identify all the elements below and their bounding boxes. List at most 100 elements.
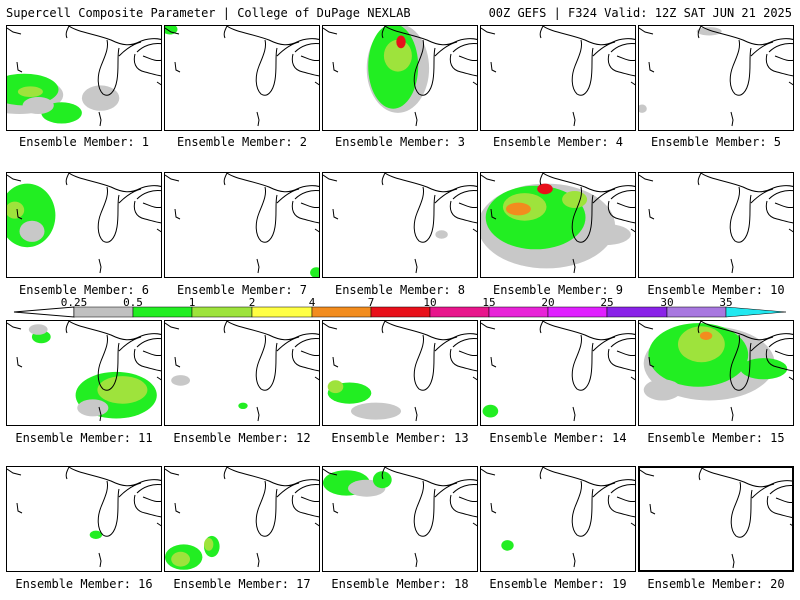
ensemble-member-label: Ensemble Member: 10 xyxy=(647,283,785,297)
great-lakes-outline xyxy=(481,26,635,96)
great-lakes-outline xyxy=(481,173,635,243)
colorbar-segment xyxy=(666,306,727,318)
great-lakes-outline xyxy=(639,321,793,391)
map-canvas xyxy=(481,26,635,127)
great-lakes-outline xyxy=(7,467,161,537)
colorbar-tick-label: 4 xyxy=(308,296,316,309)
map-canvas xyxy=(7,173,161,274)
scp-contour-low xyxy=(77,399,109,417)
colorbar-segment xyxy=(311,306,372,318)
colorbar-segment xyxy=(370,306,431,318)
colorbar-tick-label: 0.25 xyxy=(60,296,88,309)
ensemble-map-panel xyxy=(6,466,162,572)
great-lakes-outline xyxy=(481,321,635,391)
colorbar-tick-label: 25 xyxy=(600,296,614,309)
colorbar-tick-label: 1 xyxy=(188,296,196,309)
map-canvas xyxy=(7,26,161,127)
geographic-feature-outline xyxy=(16,502,102,568)
great-lakes-outline xyxy=(7,173,161,243)
scp-contour-high xyxy=(327,380,344,394)
ensemble-map-panel xyxy=(322,320,478,426)
scp-contour-mid xyxy=(501,540,514,551)
ensemble-member-label: Ensemble Member: 5 xyxy=(650,135,782,149)
geographic-feature-outline xyxy=(490,61,576,127)
ensemble-member-label: Ensemble Member: 14 xyxy=(489,431,627,445)
scp-contour-low xyxy=(435,230,448,239)
ensemble-member-label: Ensemble Member: 4 xyxy=(492,135,624,149)
ensemble-member-label: Ensemble Member: 6 xyxy=(18,283,150,297)
map-canvas xyxy=(481,467,635,568)
scp-contour-hot xyxy=(396,35,406,49)
ensemble-map-panel xyxy=(638,172,794,278)
great-lakes-outline xyxy=(639,173,793,243)
map-canvas xyxy=(639,173,793,274)
geographic-feature-outline xyxy=(174,61,260,127)
ensemble-member-label: Ensemble Member: 3 xyxy=(334,135,466,149)
scp-contour-high xyxy=(7,201,25,219)
geographic-feature-outline xyxy=(16,208,102,274)
great-lakes-outline xyxy=(7,26,161,96)
colorbar-tick-label: 30 xyxy=(660,296,674,309)
ensemble-map-panel xyxy=(164,172,320,278)
scp-contour-low xyxy=(580,223,631,246)
ensemble-member-label: Ensemble Member: 12 xyxy=(173,431,311,445)
great-lakes-outline xyxy=(481,467,635,537)
colorbar-tick-label: 15 xyxy=(482,296,496,309)
ensemble-member-label: Ensemble Member: 17 xyxy=(173,577,311,591)
ensemble-map-panel xyxy=(480,320,636,426)
geographic-feature-outline xyxy=(648,208,734,274)
scp-contour-mid xyxy=(310,267,319,277)
ensemble-member-label: Ensemble Member: 9 xyxy=(492,283,624,297)
geographic-feature-outline xyxy=(16,61,102,127)
geographic-feature-outline xyxy=(649,503,735,569)
colorbar-segment xyxy=(191,306,253,318)
geographic-feature-outline xyxy=(332,208,418,274)
great-lakes-outline xyxy=(165,467,319,537)
ensemble-member-label: Ensemble Member: 7 xyxy=(176,283,308,297)
scp-contour-mid xyxy=(238,402,248,409)
ensemble-map-panel xyxy=(638,466,794,572)
scp-contour-orange xyxy=(699,331,713,340)
scp-contour-mid xyxy=(482,404,499,418)
scp-contour-low xyxy=(81,85,120,111)
scp-contour-mid xyxy=(372,471,392,489)
scp-contour-low xyxy=(28,324,48,335)
ensemble-map-panel xyxy=(480,25,636,131)
map-canvas xyxy=(639,26,793,127)
great-lakes-outline xyxy=(165,173,319,243)
scp-contour-mid xyxy=(89,530,103,539)
map-canvas xyxy=(640,468,792,569)
geographic-feature-outline xyxy=(332,61,418,127)
great-lakes-outline xyxy=(323,467,477,537)
colorbar-tick-label: 20 xyxy=(541,296,555,309)
ensemble-member-label: Ensemble Member: 11 xyxy=(15,431,153,445)
colorbar-segment xyxy=(725,306,787,318)
ensemble-member-label: Ensemble Member: 16 xyxy=(15,577,153,591)
ensemble-member-label: Ensemble Member: 13 xyxy=(331,431,469,445)
ensemble-map-panel xyxy=(480,172,636,278)
map-canvas xyxy=(165,173,319,277)
great-lakes-outline xyxy=(640,468,792,538)
geographic-feature-outline xyxy=(16,356,102,422)
scp-contour-low xyxy=(696,27,722,36)
colorbar-tick-label: 10 xyxy=(423,296,437,309)
map-canvas xyxy=(165,26,319,127)
scp-contour-high xyxy=(171,551,190,567)
scp-contour-mid xyxy=(740,358,788,380)
colorbar-tick-label: 0.5 xyxy=(123,296,143,309)
map-canvas xyxy=(323,173,477,274)
scp-contour-high xyxy=(204,538,214,551)
map-title: Supercell Composite Parameter | College … xyxy=(6,6,411,20)
ensemble-member-label: Ensemble Member: 8 xyxy=(334,283,466,297)
ensemble-map-panel xyxy=(638,25,794,131)
geographic-feature-outline xyxy=(174,208,260,274)
scp-contour-high xyxy=(17,86,43,97)
map-canvas xyxy=(165,467,319,570)
scp-contour-low xyxy=(19,220,45,242)
great-lakes-outline xyxy=(165,321,319,391)
scp-contour-high xyxy=(97,376,148,404)
ensemble-map-panel xyxy=(480,466,636,572)
colorbar-tick-label: 35 xyxy=(719,296,733,309)
map-canvas xyxy=(323,467,477,568)
colorbar-segment xyxy=(547,306,608,318)
